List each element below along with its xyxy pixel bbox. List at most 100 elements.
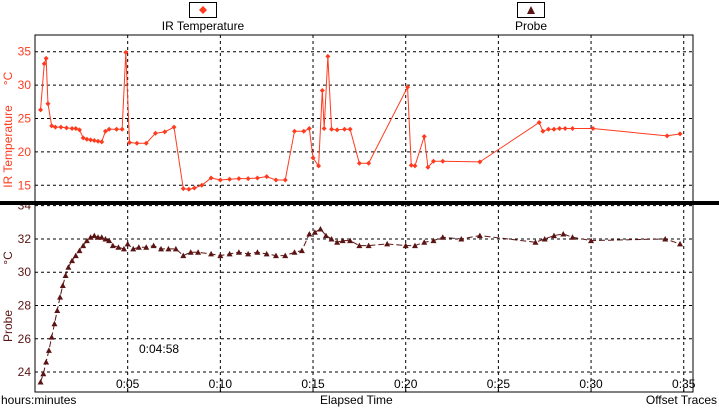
data-point-ir bbox=[88, 137, 94, 143]
data-point-probe bbox=[298, 247, 305, 254]
data-point-probe bbox=[291, 249, 298, 255]
x-tick-label: 0:15 bbox=[301, 377, 325, 391]
data-point-probe bbox=[458, 235, 465, 242]
data-point-ir bbox=[45, 101, 51, 107]
data-point-probe bbox=[165, 245, 172, 252]
data-point-probe bbox=[62, 272, 69, 279]
data-point-ir bbox=[431, 158, 437, 164]
chart-legend: IR Temperature Probe bbox=[0, 0, 719, 33]
data-point-probe bbox=[48, 334, 55, 340]
data-point-ir bbox=[421, 134, 427, 140]
data-point-ir bbox=[325, 53, 331, 59]
data-point-probe bbox=[150, 242, 157, 249]
data-point-ir bbox=[80, 135, 86, 141]
data-point-ir bbox=[329, 126, 335, 132]
data-point-probe bbox=[402, 242, 409, 249]
y-tick-label: 32 bbox=[18, 232, 32, 246]
data-point-probe bbox=[208, 250, 215, 257]
legend-item-probe[interactable]: Probe bbox=[496, 2, 566, 33]
data-point-ir bbox=[356, 160, 362, 166]
data-point-ir bbox=[99, 139, 105, 145]
data-point-probe bbox=[356, 242, 363, 249]
x-tick-label: 0:20 bbox=[394, 377, 418, 391]
y-tick-label: 28 bbox=[18, 298, 32, 312]
y-tick-label: 15 bbox=[18, 178, 32, 192]
y-tick-label: 30 bbox=[18, 265, 32, 279]
data-point-probe bbox=[57, 294, 64, 300]
y-tick-label: 35 bbox=[18, 45, 32, 59]
data-point-probe bbox=[120, 245, 127, 252]
data-point-ir bbox=[310, 155, 316, 161]
x-tick-label: 0:25 bbox=[487, 377, 511, 391]
data-point-ir bbox=[545, 126, 551, 132]
data-point-ir bbox=[291, 128, 297, 134]
data-point-ir bbox=[76, 127, 82, 133]
data-point-ir bbox=[664, 133, 670, 139]
data-point-ir bbox=[570, 126, 576, 132]
data-point-probe bbox=[83, 237, 90, 244]
data-point-probe bbox=[51, 320, 58, 327]
data-point-probe bbox=[476, 232, 483, 239]
data-point-probe bbox=[439, 234, 446, 240]
data-point-probe bbox=[411, 242, 418, 249]
data-point-probe bbox=[109, 242, 116, 249]
legend-item-ir-temperature[interactable]: IR Temperature bbox=[148, 2, 258, 33]
data-point-ir bbox=[199, 182, 205, 188]
data-point-ir bbox=[264, 174, 270, 180]
data-point-probe bbox=[384, 240, 391, 247]
data-point-probe bbox=[430, 237, 437, 244]
data-point-ir bbox=[162, 129, 168, 135]
data-point-ir bbox=[191, 185, 197, 191]
data-point-ir bbox=[551, 126, 557, 132]
data-point-probe bbox=[91, 232, 98, 239]
data-point-ir bbox=[69, 126, 75, 132]
data-point-ir bbox=[43, 55, 49, 61]
data-point-probe bbox=[158, 245, 165, 252]
data-point-probe bbox=[306, 230, 313, 237]
data-point-ir bbox=[321, 126, 327, 132]
data-point-ir bbox=[254, 175, 260, 181]
y-tick-label: 20 bbox=[18, 145, 32, 159]
data-point-probe bbox=[339, 237, 346, 244]
legend-label-probe: Probe bbox=[514, 19, 548, 33]
diamond-marker-icon bbox=[199, 6, 207, 14]
data-point-probe bbox=[550, 232, 557, 239]
data-point-probe bbox=[45, 347, 52, 353]
legend-swatch-ir-temperature bbox=[189, 2, 217, 18]
data-point-ir bbox=[677, 131, 683, 137]
data-point-ir bbox=[306, 126, 312, 132]
data-point-probe bbox=[323, 232, 330, 239]
data-point-probe bbox=[135, 244, 142, 250]
data-point-ir bbox=[366, 160, 372, 166]
data-point-ir bbox=[477, 159, 483, 165]
data-point-ir bbox=[334, 127, 340, 133]
data-point-probe bbox=[172, 245, 179, 252]
data-point-ir bbox=[95, 138, 101, 144]
y-axis-unit: °C bbox=[1, 251, 15, 265]
data-point-probe bbox=[421, 239, 428, 245]
data-point-probe bbox=[130, 245, 137, 252]
legend-label-ir-temperature: IR Temperature bbox=[161, 19, 245, 33]
data-point-probe bbox=[87, 234, 94, 240]
data-point-probe bbox=[59, 282, 66, 289]
data-point-probe bbox=[677, 240, 684, 247]
data-point-probe bbox=[532, 239, 539, 245]
data-point-ir bbox=[342, 126, 348, 132]
data-point-ir bbox=[412, 163, 418, 169]
data-point-probe bbox=[217, 252, 224, 259]
data-point-probe bbox=[365, 242, 372, 249]
data-point-probe bbox=[569, 234, 576, 240]
y-tick-label: 30 bbox=[18, 78, 32, 92]
offset-traces-label[interactable]: Offset Traces bbox=[645, 393, 717, 407]
data-point-probe bbox=[245, 250, 252, 257]
legend-swatch-probe bbox=[517, 2, 545, 18]
data-point-probe bbox=[43, 359, 50, 365]
x-tick-label: 0:30 bbox=[579, 377, 603, 391]
data-point-ir bbox=[102, 128, 108, 134]
data-point-probe bbox=[347, 237, 354, 244]
data-point-ir bbox=[319, 87, 325, 93]
data-point-ir bbox=[227, 176, 233, 182]
y-tick-label: 24 bbox=[18, 365, 32, 379]
data-point-ir bbox=[405, 84, 411, 90]
